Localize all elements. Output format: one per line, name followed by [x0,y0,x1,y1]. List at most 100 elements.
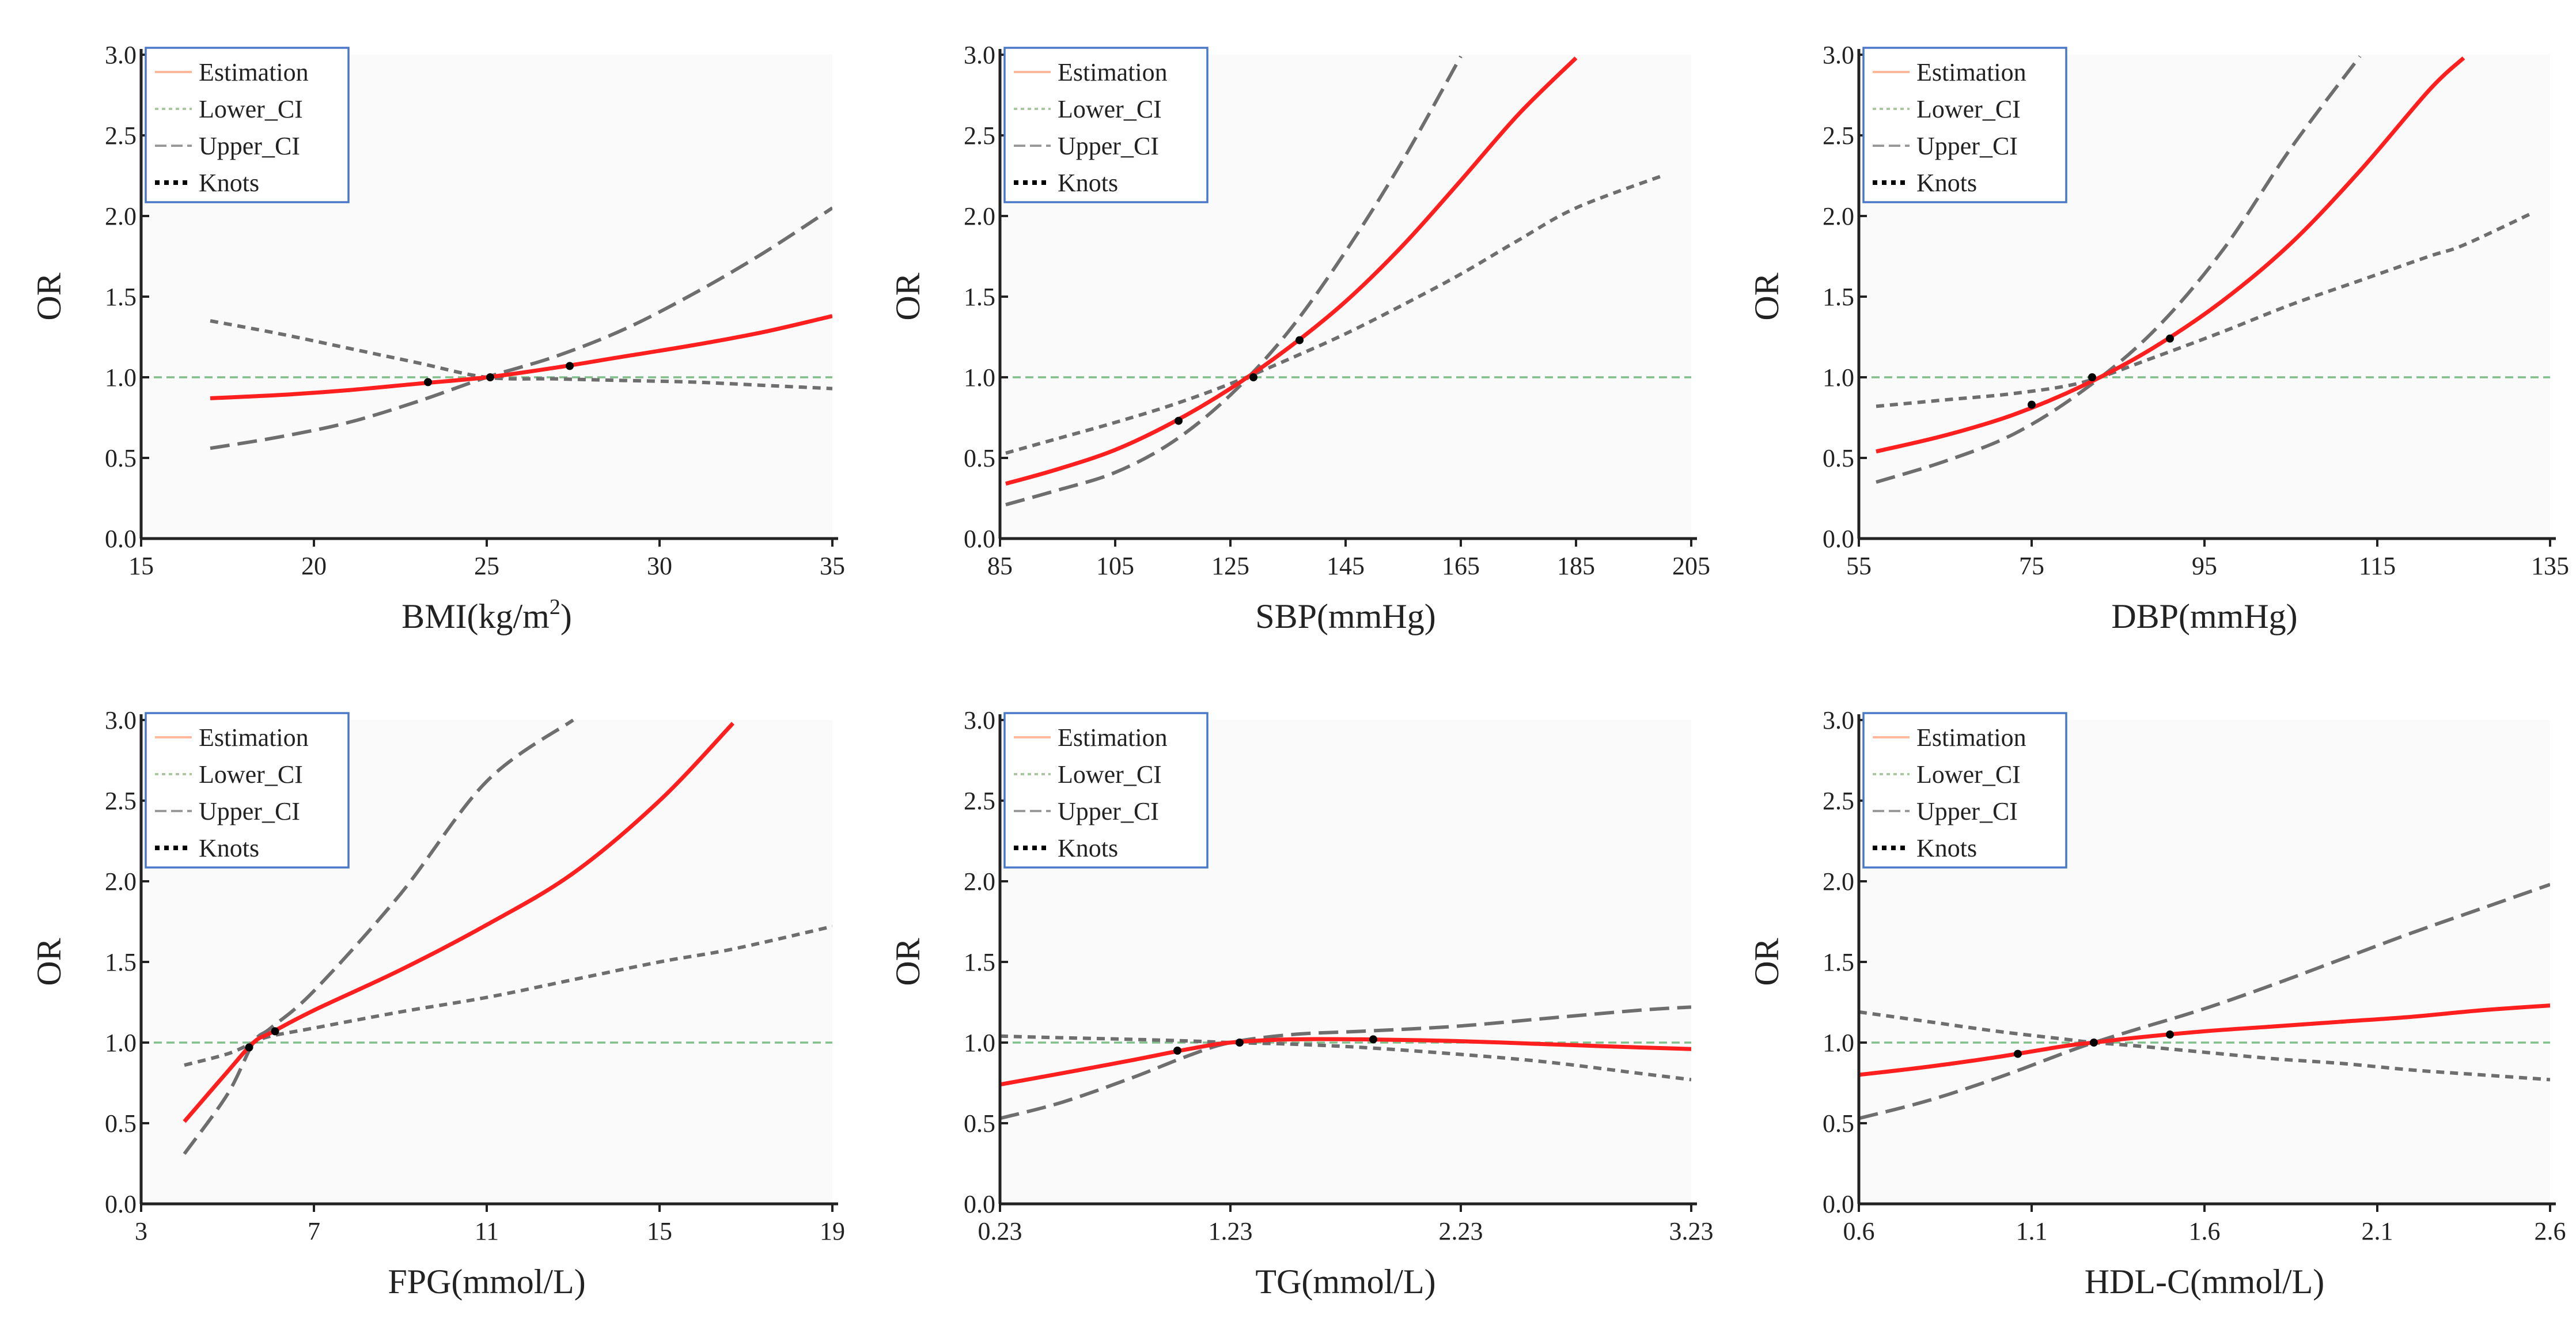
x-tick-label: 205 [1672,552,1710,580]
y-tick-label: 0.0 [1823,525,1854,553]
x-tick-label: 3 [135,1217,147,1245]
legend: Estimation Lower_CI Upper_CI Knots [145,712,350,869]
legend-knots-label: Knots [199,834,259,862]
y-tick-label: 1.0 [1823,1029,1854,1057]
x-tick-label: 1.23 [1209,1217,1253,1245]
knot-point [1175,416,1183,425]
legend-estimation-label: Estimation [1916,723,2026,752]
knot-point [1369,1035,1377,1044]
legend-estimation-label: Estimation [1058,58,1168,86]
knot-point [1173,1047,1181,1055]
upper-ci-curve [183,719,574,1155]
legend-lower-ci-label: Lower_CI [1916,95,2021,123]
estimation-curve [1876,56,2465,454]
knot-point [1236,1039,1244,1047]
legend-upper-ci-label: Upper_CI [1058,797,1159,825]
y-tick-label: 1.0 [1823,363,1854,392]
knot-point [2088,373,2096,381]
legend-knots-label: Knots [1058,169,1118,197]
legend-lower-ci-label: Lower_CI [1058,760,1162,789]
x-axis-title-tail: ) [560,597,572,635]
legend: Estimation Lower_CI Upper_CI Knots [1862,47,2067,203]
y-tick-label: 3.0 [105,706,137,734]
chart-panel-fpg: 0.0 0.5 1.0 1.5 2.0 2.5 3.0 3 7 11 15 19 FPG(mmol/L)… [0,665,858,1330]
x-tick-label: 15 [647,1217,672,1245]
y-axis-title: OR [1748,272,1786,320]
y-axis-title: OR [30,272,68,320]
y-tick-label: 0.0 [1823,1190,1854,1218]
x-tick-label: 145 [1327,552,1365,580]
y-tick-label: 1.5 [1823,948,1854,976]
chart-svg-bmi: 0.0 0.5 1.0 1.5 2.0 2.5 3.0 15 20 25 30 35 BMI(kg/m2… [30,41,845,635]
y-axis-title: OR [889,938,927,986]
x-tick-label: 20 [301,552,327,580]
legend-upper-ci-label: Upper_CI [1058,132,1159,160]
x-tick-label: 11 [475,1217,499,1245]
legend: Estimation Lower_CI Upper_CI Knots [1003,712,1209,869]
knot-point [2028,400,2036,409]
legend-knots-label: Knots [1916,834,1977,862]
knot-point [1249,373,1257,381]
legend-knots-label: Knots [1058,834,1118,862]
y-tick-label: 2.0 [1823,867,1854,896]
legend-box [1003,47,1209,203]
legend-box [145,47,350,203]
lower-ci-curve [1005,174,1664,455]
x-axis-title: TG(mmol/L) [1255,1263,1435,1301]
estimation-curve [1859,1003,2550,1077]
x-tick-label: 105 [1096,552,1134,580]
x-tick-label: 185 [1557,552,1595,580]
legend-estimation-label: Estimation [199,723,309,752]
legend-estimation-label: Estimation [1916,58,2026,86]
chart-panel-hdl: 0.0 0.5 1.0 1.5 2.0 2.5 3.0 0.6 1.1 1.6 2.1 2.6 HDL-… [1718,665,2576,1330]
y-tick-label: 1.0 [964,363,995,392]
legend: Estimation Lower_CI Upper_CI Knots [145,47,350,203]
y-tick-label: 1.5 [105,948,137,976]
x-axis-title: SBP(mmHg) [1255,597,1435,635]
legend-lower-ci-label: Lower_CI [199,760,303,789]
x-tick-label: 115 [2359,552,2396,580]
legend-upper-ci-label: Upper_CI [199,797,300,825]
legend-box [1862,712,2067,869]
legend-upper-ci-label: Upper_CI [1916,797,2018,825]
y-tick-label: 2.0 [105,867,137,896]
knot-point [566,362,574,370]
x-tick-label: 0.6 [1843,1217,1875,1245]
y-tick-label: 2.5 [964,122,995,150]
y-tick-label: 3.0 [105,41,137,69]
lower-ci-curve [210,319,832,391]
x-tick-label: 1.6 [2189,1217,2221,1245]
y-tick-label: 1.5 [1823,283,1854,311]
y-tick-label: 2.5 [1823,787,1854,815]
x-tick-label: 2.1 [2362,1217,2393,1245]
estimation-curve [210,314,832,400]
legend-lower-ci-label: Lower_CI [1916,760,2021,789]
legend-box [145,712,350,869]
upper-ci-curve [1859,882,2550,1120]
lower-ci-curve [1000,1034,1691,1082]
chart-svg-fpg: 0.0 0.5 1.0 1.5 2.0 2.5 3.0 3 7 11 15 19 FPG(mmol/L)… [30,706,845,1301]
y-tick-label: 2.5 [105,787,137,815]
y-tick-label: 1.0 [105,363,137,392]
knot-point [2090,1039,2098,1047]
x-tick-label: 0.23 [978,1217,1022,1245]
y-tick-label: 0.5 [105,444,137,472]
legend-lower-ci-label: Lower_CI [1058,95,1162,123]
y-tick-label: 1.0 [964,1029,995,1057]
x-tick-label: 30 [647,552,672,580]
y-tick-label: 2.0 [964,202,995,230]
x-tick-label: 25 [474,552,499,580]
x-tick-label: 165 [1442,552,1480,580]
y-tick-label: 0.0 [964,1190,995,1218]
y-tick-label: 2.0 [105,202,137,230]
upper-ci-curve [210,206,832,450]
lower-ci-curve [1859,1010,2550,1082]
x-tick-label: 15 [128,552,154,580]
legend: Estimation Lower_CI Upper_CI Knots [1862,712,2067,869]
chart-svg-tg: 0.0 0.5 1.0 1.5 2.0 2.5 3.0 0.23 1.23 2.23 3.23 TG(… [889,706,1714,1301]
knot-point [245,1043,253,1052]
y-tick-label: 0.5 [964,1109,995,1138]
legend-estimation-label: Estimation [1058,723,1168,752]
y-tick-label: 1.5 [964,948,995,976]
